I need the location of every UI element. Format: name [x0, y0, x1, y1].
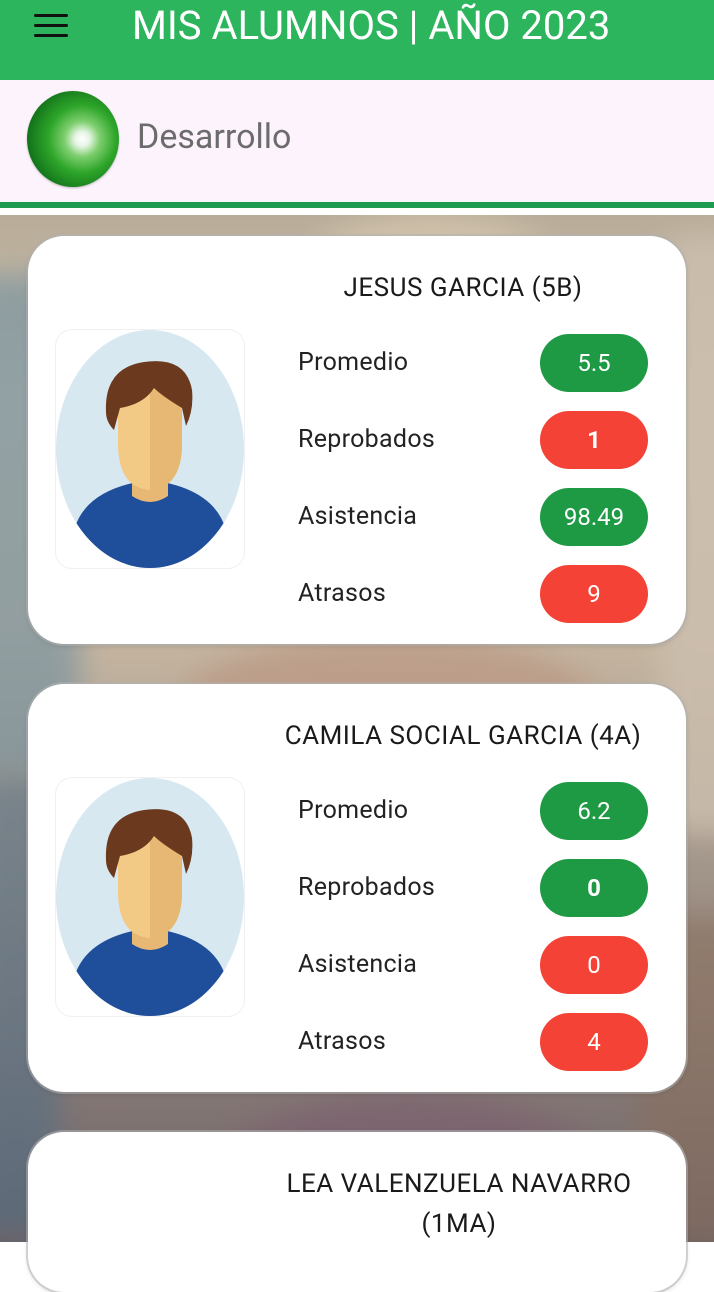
metric-value-badge: 5.5	[540, 334, 648, 392]
metric-value-badge: 0	[540, 936, 648, 994]
metric-row-reprobados: Reprobados 1	[298, 411, 650, 469]
metric-value-badge: 98.49	[540, 488, 648, 546]
metric-label: Promedio	[298, 796, 409, 825]
student-card[interactable]: CAMILA SOCIAL GARCIA (4A) Promedio 6.2 R…	[28, 684, 686, 1092]
app-bar: MIS ALUMNOS | AÑO 2023	[0, 0, 714, 80]
section-title: Desarrollo	[137, 117, 292, 157]
metric-row-atrasos: Atrasos 9	[298, 565, 650, 623]
metric-row-asistencia: Asistencia 98.49	[298, 488, 650, 546]
metric-label: Promedio	[298, 348, 409, 377]
metric-value-badge: 6.2	[540, 782, 648, 840]
page-title: MIS ALUMNOS | AÑO 2023	[132, 2, 611, 49]
metric-label: Reprobados	[298, 425, 436, 454]
metric-value-badge: 9	[540, 565, 648, 623]
student-name: LEA VALENZUELA NAVARRO (1MA)	[286, 1169, 632, 1239]
student-card[interactable]: LEA VALENZUELA NAVARRO (1MA)	[28, 1132, 686, 1292]
metric-row-promedio: Promedio 6.2	[298, 782, 650, 840]
metric-row-reprobados: Reprobados 0	[298, 859, 650, 917]
student-avatar-icon	[56, 330, 244, 568]
student-name: JESUS GARCIA (5B)	[343, 273, 583, 303]
metric-label: Atrasos	[298, 1027, 387, 1056]
header-gap	[0, 208, 714, 215]
student-avatar-icon	[56, 778, 244, 1016]
metric-value-badge: 4	[540, 1013, 648, 1071]
section-header: Desarrollo	[0, 80, 714, 202]
metric-row-asistencia: Asistencia 0	[298, 936, 650, 994]
metric-row-promedio: Promedio 5.5	[298, 334, 650, 392]
metric-label: Reprobados	[298, 873, 436, 902]
metric-label: Asistencia	[298, 502, 418, 531]
student-name: CAMILA SOCIAL GARCIA (4A)	[284, 721, 642, 751]
metric-value-badge: 0	[540, 859, 648, 917]
header-divider	[0, 202, 714, 208]
green-orb-logo-icon	[27, 91, 119, 187]
metric-row-atrasos: Atrasos 4	[298, 1013, 650, 1071]
hamburger-menu-icon[interactable]	[34, 12, 68, 40]
student-card[interactable]: JESUS GARCIA (5B) Promedio 5.5 Reprobado…	[28, 236, 686, 644]
metric-label: Atrasos	[298, 579, 387, 608]
metric-value-badge: 1	[540, 411, 648, 469]
metric-label: Asistencia	[298, 950, 418, 979]
